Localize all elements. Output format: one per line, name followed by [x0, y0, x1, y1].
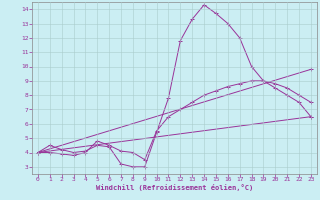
X-axis label: Windchill (Refroidissement éolien,°C): Windchill (Refroidissement éolien,°C) [96, 184, 253, 191]
